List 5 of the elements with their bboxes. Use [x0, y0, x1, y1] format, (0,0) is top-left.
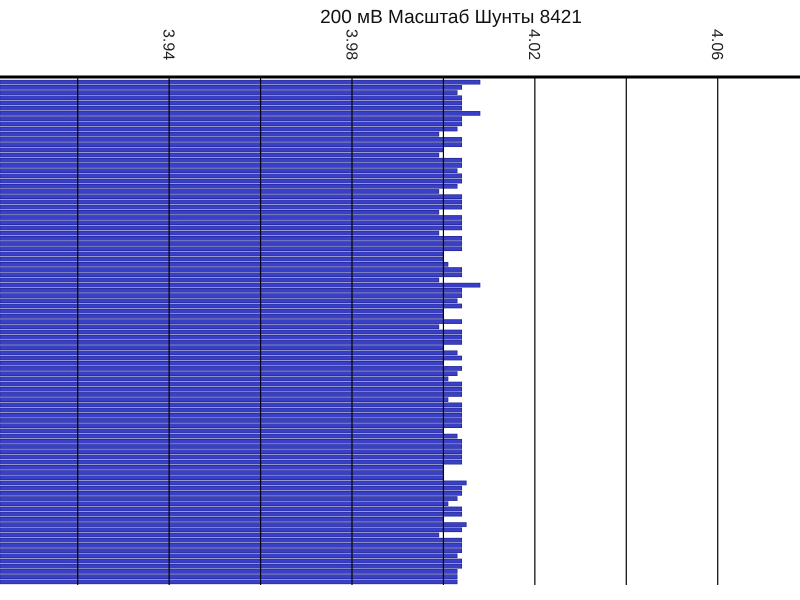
x-tick-label: 3.94 — [160, 29, 177, 60]
x-tick-label: 3.98 — [342, 29, 360, 60]
x-tick-label: 4.02 — [525, 29, 542, 60]
chart-title: 200 мВ Масштаб Шунты 8421 — [320, 7, 582, 28]
x-tick-label: 4.06 — [708, 29, 726, 60]
